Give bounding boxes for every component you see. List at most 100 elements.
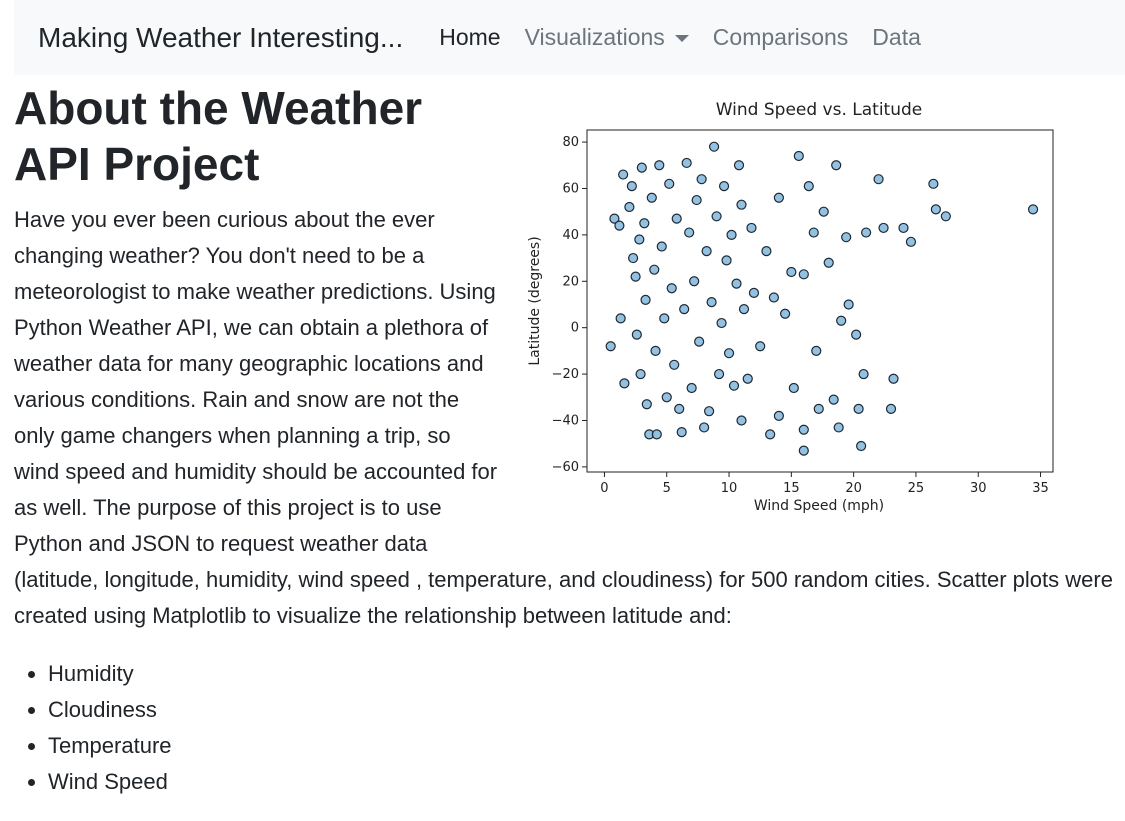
scatter-point	[635, 368, 646, 380]
scatter-point	[828, 394, 839, 405]
scatter-point	[666, 283, 677, 294]
scatter-point	[831, 160, 842, 171]
scatter-point	[696, 174, 707, 185]
scatter-point	[856, 440, 867, 452]
scatter-point	[798, 269, 809, 280]
paragraph: Have you ever been curious about the eve…	[14, 207, 1113, 628]
scatter-point	[788, 382, 799, 394]
scatter-point	[618, 169, 629, 180]
scatter-point	[818, 206, 829, 217]
scatter-point	[765, 429, 776, 440]
scatter-point	[650, 345, 661, 356]
y-tick-label: 0	[571, 321, 579, 336]
scatter-point	[861, 227, 872, 238]
x-tick-label: 30	[970, 481, 987, 496]
scatter-point	[878, 222, 889, 234]
scatter-point	[671, 213, 682, 224]
list-item: Temperature	[48, 728, 1114, 764]
scatter-point	[736, 199, 747, 210]
scatter-point	[853, 403, 864, 414]
scatter-point	[686, 382, 697, 394]
nav-link[interactable]: Home	[439, 24, 501, 50]
scatter-point	[726, 229, 737, 240]
scatter-point	[713, 368, 725, 380]
scatter-point	[636, 162, 647, 173]
scatter-point	[704, 406, 715, 417]
scatter-point	[803, 181, 814, 192]
scatter-point	[742, 373, 753, 384]
scatter-point	[728, 380, 740, 391]
scatter-point	[748, 287, 760, 298]
brand[interactable]: Making Weather Interesting...	[38, 21, 404, 53]
scatter-point	[656, 241, 667, 252]
x-tick-label: 15	[783, 481, 800, 496]
y-tick-label: −40	[552, 413, 579, 428]
scatter-point	[640, 294, 651, 305]
scatter-point	[731, 278, 742, 289]
scatter-point	[738, 304, 750, 315]
scatter-point	[661, 392, 672, 403]
scatter-point	[619, 378, 630, 389]
scatter-point	[664, 178, 675, 189]
scatter-point	[614, 220, 625, 231]
scatter-point	[631, 329, 642, 340]
scatter-point	[940, 211, 951, 222]
x-tick-label: 5	[663, 481, 671, 496]
scatter-point	[624, 201, 635, 213]
scatter-point	[630, 271, 641, 282]
scatter-point	[873, 174, 884, 185]
nav-link[interactable]: Data	[872, 24, 921, 50]
content: Wind Speed vs. Latitude Wind Speed (mph)…	[14, 80, 1114, 800]
scatter-point	[674, 403, 685, 414]
list: Humidity Cloudiness Temperature Wind Spe…	[14, 656, 1114, 800]
list-item: Cloudiness	[48, 692, 1114, 728]
scatter-point	[905, 236, 917, 247]
scatter-point	[930, 204, 941, 215]
nav-dropdown[interactable]: Visualizations	[525, 24, 689, 51]
scatter-point	[649, 264, 660, 275]
scatter-point	[736, 415, 747, 426]
y-tick-label: −60	[552, 460, 579, 475]
scatter-point	[851, 329, 862, 340]
scatter-point	[605, 341, 616, 352]
scatter-point	[733, 160, 745, 171]
scatter-point	[609, 213, 620, 224]
scatter-point	[641, 399, 652, 410]
scatter-point	[676, 426, 687, 438]
scatter-point	[651, 429, 662, 440]
chart: Wind Speed vs. Latitude Wind Speed (mph)…	[527, 100, 1054, 514]
scatter-point	[659, 313, 670, 324]
scatter-point	[711, 211, 722, 222]
figure: Wind Speed vs. Latitude Wind Speed (mph)…	[519, 88, 1064, 528]
x-tick-label: 0	[600, 481, 608, 496]
scatter-point	[798, 424, 809, 435]
scatter-point	[768, 292, 779, 303]
scatter-point	[679, 304, 690, 315]
list-item: Wind Speed	[48, 764, 1114, 800]
scatter-point	[773, 410, 784, 421]
scatter-point	[699, 422, 710, 433]
scatter-point	[701, 246, 712, 257]
scatter-point	[615, 313, 626, 324]
y-tick-label: 20	[562, 274, 579, 289]
scatter-point	[721, 255, 732, 266]
scatter-point	[706, 297, 717, 308]
x-tick-label: 35	[1032, 481, 1049, 496]
y-tick-label: −20	[552, 367, 579, 382]
scatter-point	[723, 348, 735, 359]
scatter-point	[780, 308, 791, 319]
x-tick-label: 20	[845, 481, 862, 496]
y-axis-label: Latitude (degrees)	[527, 236, 543, 365]
navbar: Making Weather Interesting... Home Visua…	[14, 0, 1125, 75]
scatter-point	[843, 299, 854, 310]
scatter-point	[858, 368, 869, 380]
scatter-point	[691, 194, 702, 206]
scatter-point	[684, 227, 695, 238]
chart-title: Wind Speed vs. Latitude	[716, 100, 923, 120]
nav-link[interactable]: Comparisons	[712, 24, 849, 50]
scatter-point	[885, 403, 897, 414]
scatter-point	[639, 218, 650, 229]
y-tick-label: 80	[562, 135, 579, 150]
